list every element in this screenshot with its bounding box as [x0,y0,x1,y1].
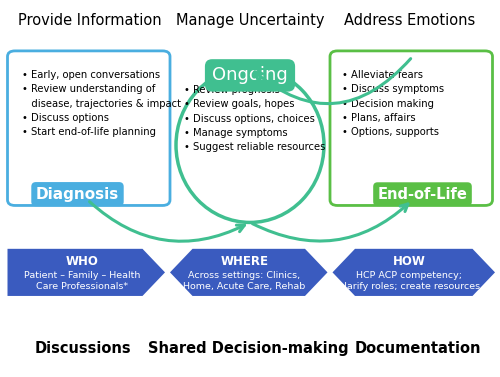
Text: Diagnosis: Diagnosis [36,187,119,202]
Text: Shared Decision-making: Shared Decision-making [148,341,349,356]
FancyArrowPatch shape [254,59,410,104]
Text: End-of-Life: End-of-Life [378,187,468,202]
Polygon shape [170,249,328,296]
Text: Manage Uncertainty: Manage Uncertainty [176,13,324,28]
FancyBboxPatch shape [330,51,492,205]
Text: WHERE: WHERE [220,255,268,268]
Text: Ongoing: Ongoing [212,66,288,84]
Text: • Early, open conversations
• Review understanding of
   disease, trajectories &: • Early, open conversations • Review und… [22,70,182,137]
Polygon shape [8,249,165,296]
Text: Across settings: Clinics,
Home, Acute Care, Rehab: Across settings: Clinics, Home, Acute Ca… [183,271,306,291]
Text: Discussions: Discussions [34,341,131,356]
Ellipse shape [176,68,324,222]
Text: Provide Information: Provide Information [18,13,162,28]
Text: HCP ACP competency;
clarify roles; create resources: HCP ACP competency; clarify roles; creat… [338,271,480,291]
Text: Address Emotions: Address Emotions [344,13,476,28]
Text: • Alleviate fears
• Discuss symptoms
• Decision making
• Plans, affairs
• Option: • Alleviate fears • Discuss symptoms • D… [342,70,444,137]
Text: HOW: HOW [393,255,426,268]
Text: Patient – Family – Health
Care Professionals*: Patient – Family – Health Care Professio… [24,271,140,291]
FancyArrowPatch shape [252,204,408,241]
Text: • Review prognosis
• Review goals, hopes
• Discuss options, choices
• Manage sym: • Review prognosis • Review goals, hopes… [184,85,326,152]
Text: WHO: WHO [66,255,98,268]
FancyBboxPatch shape [8,51,170,205]
FancyArrowPatch shape [90,202,244,241]
Polygon shape [332,249,495,296]
Text: Documentation: Documentation [354,341,481,356]
